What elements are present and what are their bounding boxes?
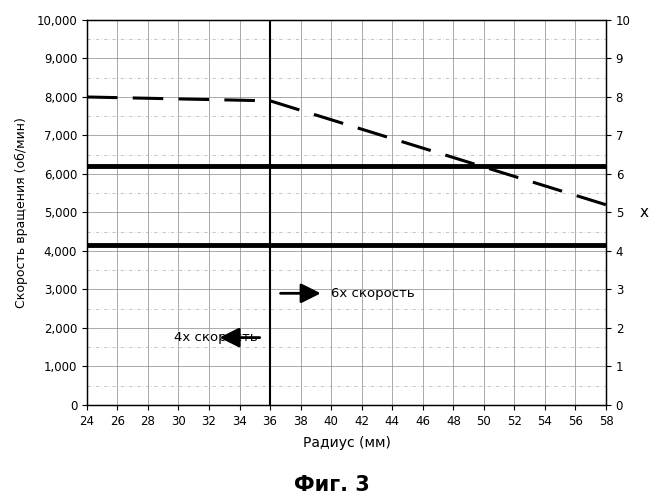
Text: Фиг. 3: Фиг. 3 bbox=[294, 475, 370, 495]
Text: 6х скорость: 6х скорость bbox=[331, 287, 415, 300]
Y-axis label: x: x bbox=[640, 205, 649, 220]
Text: 4х скорость: 4х скорость bbox=[174, 331, 258, 344]
X-axis label: Радиус (мм): Радиус (мм) bbox=[303, 436, 390, 450]
Y-axis label: Скорость вращения (об/мин): Скорость вращения (об/мин) bbox=[15, 117, 28, 308]
